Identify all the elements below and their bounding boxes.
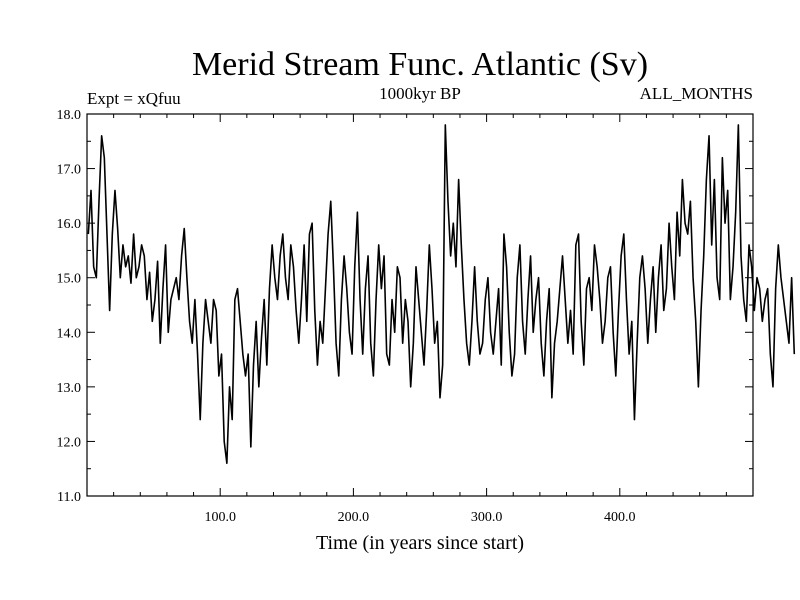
tick-labels: 11.0 12.0 13.0 14.0 15.0 16.0 17.0 18.0 100.0 200… <box>57 108 636 525</box>
y-tick-label: 14.0 <box>57 326 82 341</box>
x-axis-label: Time (in years since start) <box>316 532 524 554</box>
y-tick-label: 15.0 <box>57 272 82 287</box>
x-tick-label: 200.0 <box>338 510 370 525</box>
series-line <box>87 124 796 465</box>
period-label: 1000kyr BP <box>379 84 461 103</box>
y-tick-label: 13.0 <box>57 381 82 396</box>
axis-ticks <box>87 113 753 497</box>
months-label: ALL_MONTHS <box>640 84 753 103</box>
y-tick-label: 11.0 <box>57 490 81 505</box>
x-tick-label: 400.0 <box>604 510 636 525</box>
y-tick-label: 17.0 <box>57 163 82 178</box>
chart-title: Merid Stream Func. Atlantic (Sv) <box>192 46 648 83</box>
x-tick-label: 100.0 <box>204 510 236 525</box>
x-tick-label: 300.0 <box>471 510 503 525</box>
plot-frame <box>86 113 754 497</box>
y-tick-label: 16.0 <box>57 217 82 232</box>
y-tick-label: 12.0 <box>57 435 82 450</box>
experiment-label: Expt = xQfuu <box>87 89 181 108</box>
y-tick-label: 18.0 <box>57 108 82 123</box>
